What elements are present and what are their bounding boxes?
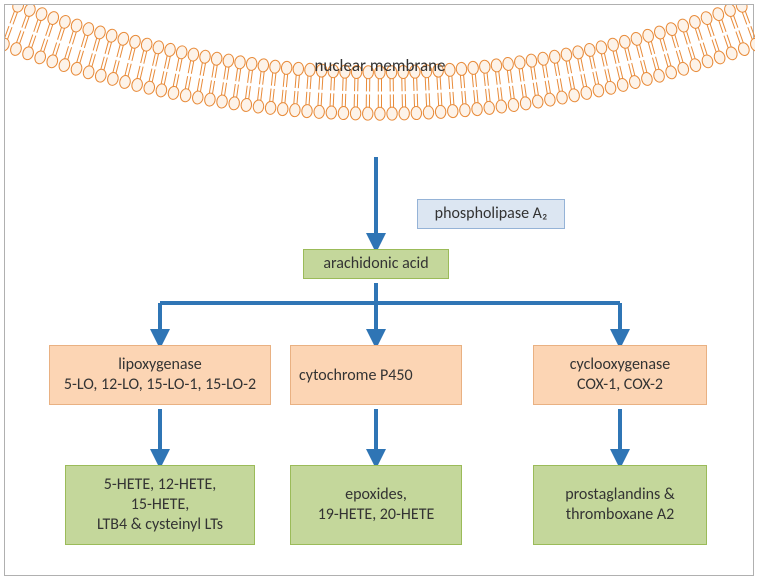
hete-line3: LTB4 & cysteinyl LTs [97, 515, 223, 535]
epoxides-box: epoxides, 19-HETE, 20-HETE [290, 465, 462, 545]
cyclooxygenase-box: cyclooxygenase COX-1, COX-2 [533, 345, 707, 405]
hete-line1: 5-HETE, 12-HETE, [104, 475, 217, 495]
epoxides-line1: epoxides, [345, 485, 407, 505]
hete-line2: 15-HETE, [131, 495, 190, 515]
lipoxygenase-line2: 5-LO, 12-LO, 15-LO-1, 15-LO-2 [64, 375, 256, 395]
lipoxygenase-line1: lipoxygenase [118, 355, 202, 375]
prostaglandins-line2: thromboxane A2 [566, 505, 675, 525]
arachidonic-text: arachidonic acid [323, 254, 428, 274]
diagram-frame: nuclear membrane phospholipase A₂ arachi… [4, 4, 754, 576]
phospholipase-box: phospholipase A₂ [417, 199, 565, 229]
hete-products-box: 5-HETE, 12-HETE, 15-HETE, LTB4 & cystein… [65, 465, 255, 545]
lipoxygenase-box: lipoxygenase 5-LO, 12-LO, 15-LO-1, 15-LO… [49, 345, 271, 405]
epoxides-line2: 19-HETE, 20-HETE [318, 505, 435, 525]
membrane-label: nuclear membrane [5, 55, 755, 76]
arachidonic-box: arachidonic acid [303, 249, 449, 279]
nuclear-membrane-graphic [5, 5, 755, 175]
cytochrome-p450-box: cytochrome P450 [290, 345, 462, 405]
prostaglandins-box: prostaglandins & thromboxane A2 [533, 465, 707, 545]
cox-line2: COX-1, COX-2 [577, 375, 663, 395]
phospholipase-text: phospholipase A₂ [435, 204, 548, 224]
prostaglandins-line1: prostaglandins & [565, 485, 675, 505]
cox-line1: cyclooxygenase [570, 355, 670, 375]
cyp450-text: cytochrome P450 [299, 366, 413, 386]
